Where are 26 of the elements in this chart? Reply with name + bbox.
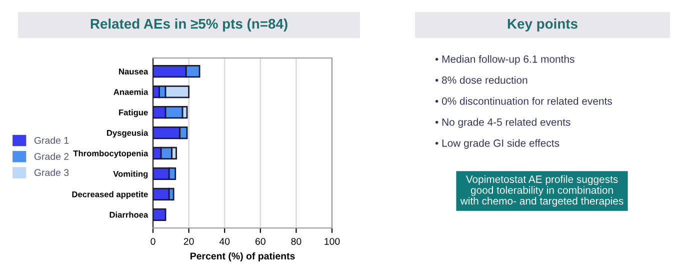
x-tick-label: 0 — [150, 238, 156, 245]
legend-label: Grade 2 — [34, 152, 69, 160]
y-tick-label: Diarrhoea — [110, 212, 148, 218]
text: • Median follow-up 6.1 months — [435, 55, 574, 65]
chart-title: Related AEs in ≥5% pts (n=84) — [90, 18, 288, 32]
x-tick-label: 40 — [219, 238, 230, 245]
y-tick-label: Anaemia — [114, 88, 148, 95]
y-tick-label: Thrombocytopenia — [73, 150, 148, 158]
y-tick-label: Fatigue — [119, 109, 148, 118]
text: • No grade 4-5 related events — [435, 118, 570, 128]
y-tick-label: Decreased appetite — [72, 191, 148, 199]
x-tick-label: 60 — [255, 238, 266, 245]
text: Vopimetostat AE profile suggests good tolerability in combination with chemo- and targeted therapies — [460, 175, 624, 207]
x-axis-title: Percent (%) of patients — [190, 252, 295, 262]
x-tick-label: 100 — [324, 238, 340, 245]
y-tick-label: Nausea — [119, 68, 148, 74]
y-tick-label: Vomiting — [113, 170, 148, 178]
text: • Low grade GI side effects — [435, 139, 560, 149]
legend-label: Grade 3 — [34, 168, 69, 176]
text: • 8% dose reduction — [435, 76, 528, 84]
y-tick-label: Dysgeusia — [107, 130, 148, 138]
text: Key points — [508, 18, 578, 32]
text: • 0% discontinuation for related events — [435, 97, 612, 105]
x-tick-label: 20 — [184, 238, 194, 245]
x-tick-label: 80 — [291, 238, 302, 245]
legend-label: Grade 1 — [34, 136, 69, 144]
